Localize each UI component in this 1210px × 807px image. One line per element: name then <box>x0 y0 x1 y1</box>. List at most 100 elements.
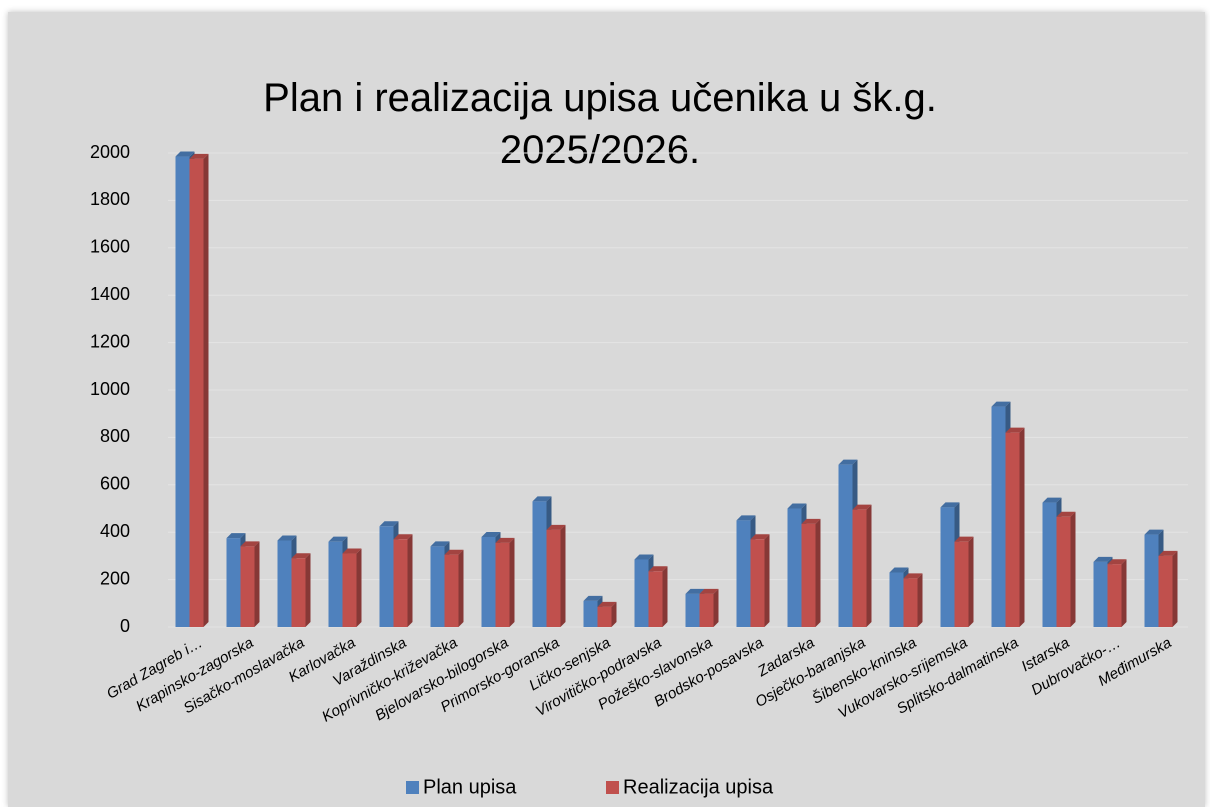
legend-swatch <box>406 781 419 794</box>
bar-side <box>611 601 617 627</box>
bar-top <box>954 536 974 542</box>
y-tick-label: 2000 <box>90 142 130 162</box>
bar <box>634 559 649 627</box>
bar-side <box>968 536 974 627</box>
bar <box>444 554 459 627</box>
bar-top <box>430 541 450 547</box>
bar <box>903 578 918 627</box>
bar-top <box>532 496 552 502</box>
bar <box>940 507 955 627</box>
bar-top <box>699 588 719 594</box>
bar-side <box>509 537 515 627</box>
bar <box>481 536 496 627</box>
bar-top <box>903 573 923 579</box>
bar-side <box>866 504 872 627</box>
bar-top <box>546 524 566 530</box>
bar-top <box>291 553 311 559</box>
bar-top <box>444 549 464 555</box>
bar <box>240 546 255 627</box>
bar <box>226 538 241 627</box>
bar <box>685 593 700 627</box>
y-tick-label: 400 <box>100 521 130 541</box>
y-tick-label: 1800 <box>90 189 130 209</box>
bar-top <box>328 536 348 542</box>
bar-top <box>1042 497 1062 503</box>
legend-swatch <box>606 781 619 794</box>
bar <box>991 406 1006 627</box>
bar <box>393 539 408 627</box>
bar <box>532 501 547 627</box>
bar-top <box>379 521 399 527</box>
bar-top <box>940 502 960 508</box>
y-tick-label: 1200 <box>90 331 130 351</box>
bar-top <box>597 601 617 607</box>
bar-side <box>1019 427 1025 627</box>
bar-top <box>189 153 209 159</box>
bar-top <box>495 537 515 543</box>
bar <box>277 540 292 627</box>
bar-top <box>583 595 603 601</box>
y-tick-label: 800 <box>100 426 130 446</box>
bar <box>1042 502 1057 627</box>
bar-side <box>662 566 668 627</box>
bar-top <box>1056 511 1076 517</box>
bar <box>838 464 853 627</box>
bar-side <box>815 518 821 627</box>
bar-top <box>736 515 756 521</box>
bar <box>175 156 190 627</box>
bar-side <box>254 541 260 627</box>
bar-top <box>240 541 260 547</box>
bar-top <box>750 534 770 540</box>
bar <box>1093 561 1108 627</box>
bar <box>889 572 904 627</box>
bar <box>583 600 598 627</box>
bar <box>342 553 357 627</box>
bar-side <box>560 524 566 627</box>
bar <box>787 508 802 627</box>
bar-side <box>917 573 923 627</box>
legend-label: Realizacija upisa <box>623 776 774 798</box>
bar-top <box>991 401 1011 407</box>
bar-top <box>1158 550 1178 556</box>
bar-side <box>356 548 362 627</box>
y-tick-label: 0 <box>120 616 130 636</box>
bar <box>1056 516 1071 627</box>
bar-top <box>801 518 821 524</box>
bar-top <box>1093 556 1113 562</box>
bar-top <box>838 459 858 465</box>
chart-title: Plan i realizacija upisa učenika u šk.g.… <box>263 76 937 172</box>
bar <box>750 539 765 627</box>
bar <box>801 523 816 627</box>
bar <box>291 558 306 627</box>
bar-top <box>277 535 297 541</box>
bar-top <box>226 533 246 539</box>
bar <box>597 606 612 627</box>
bar <box>495 542 510 627</box>
bar-side <box>1070 511 1076 627</box>
bar <box>379 526 394 627</box>
bar-top <box>1107 559 1127 565</box>
y-tick-label: 1400 <box>90 284 130 304</box>
bar-top <box>175 151 195 157</box>
bar-side <box>1121 559 1127 627</box>
y-tick-label: 600 <box>100 474 130 494</box>
bar-top <box>1144 529 1164 535</box>
bar-top <box>852 504 872 510</box>
bar-top <box>1005 427 1025 433</box>
bar <box>954 541 969 627</box>
bar <box>189 158 204 628</box>
legend-label: Plan upisa <box>423 776 517 798</box>
bar-top <box>634 554 654 560</box>
bar-side <box>1172 550 1178 627</box>
bar <box>699 593 714 627</box>
bar-side <box>203 153 209 628</box>
bar-side <box>407 534 413 627</box>
y-tick-label: 1000 <box>90 379 130 399</box>
bar <box>648 571 663 627</box>
bar <box>430 546 445 627</box>
bar-top <box>648 566 668 572</box>
bar <box>328 541 343 627</box>
bar <box>852 509 867 627</box>
bar-top <box>393 534 413 540</box>
